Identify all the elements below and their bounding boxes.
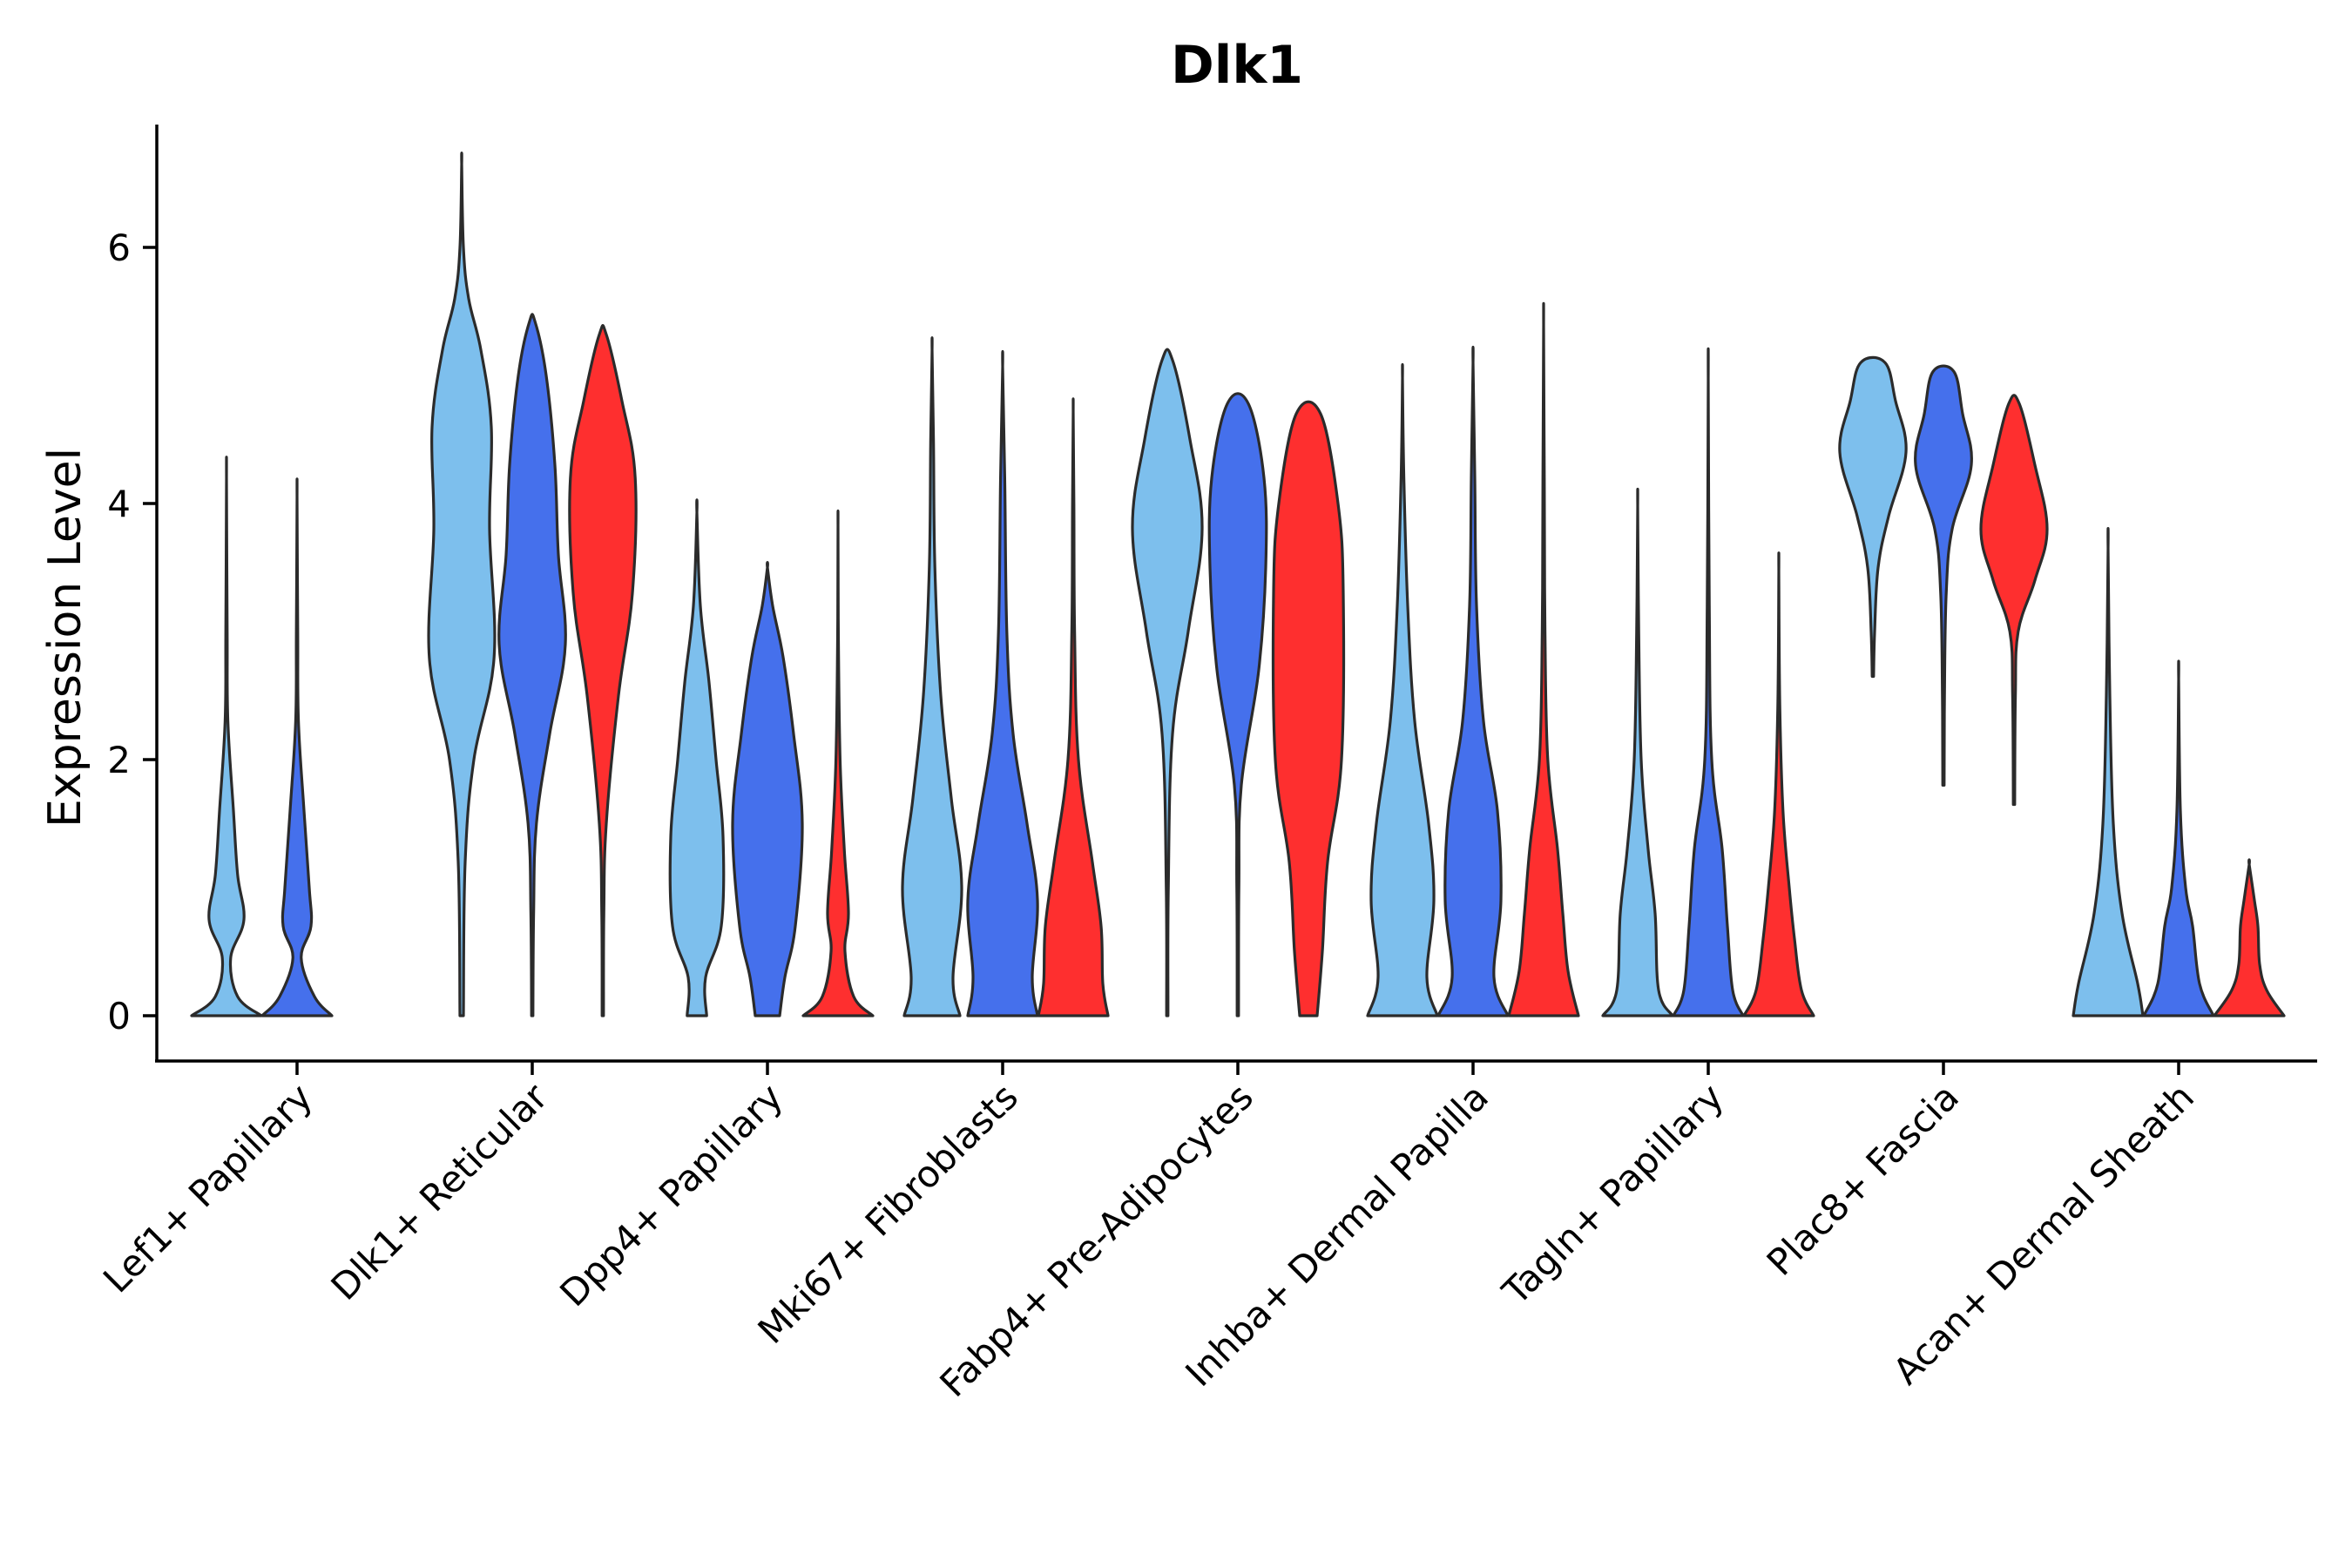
x-tick-label: Dpp4+ Papillary: [551, 1075, 791, 1315]
violin-6-2: [1742, 551, 1815, 1017]
violin-2-0: [668, 498, 726, 1017]
violin-layer: [190, 151, 2286, 1017]
y-tick-label: 6: [107, 226, 131, 269]
violin-2-1: [731, 560, 804, 1017]
y-ticks: 0 2 4 6: [107, 226, 157, 1037]
violin-7-2: [1979, 394, 2049, 807]
violin-3-1: [966, 349, 1039, 1017]
violin-7-0: [1838, 355, 1908, 679]
violin-4-2: [1271, 400, 1346, 1017]
violin-8-2: [2213, 858, 2286, 1017]
violin-5-1: [1436, 345, 1510, 1017]
violin-0-0: [190, 456, 263, 1017]
violin-3-2: [1037, 397, 1110, 1017]
violin-1-2: [568, 324, 638, 1017]
y-tick-label: 0: [107, 995, 131, 1037]
violin-7-1: [1914, 364, 1973, 787]
x-tick-label: Mki67+ Fibroblasts: [750, 1075, 1026, 1351]
violin-6-0: [1601, 487, 1674, 1017]
x-tick-label: Tagln+ Papillary: [1494, 1075, 1732, 1313]
violin-8-1: [2142, 659, 2215, 1017]
violin-8-0: [2072, 527, 2145, 1017]
violin-5-2: [1507, 301, 1580, 1017]
y-tick-label: 2: [107, 739, 131, 781]
violin-0-1: [260, 477, 334, 1017]
violin-3-0: [901, 336, 963, 1017]
violin-4-1: [1207, 392, 1268, 1017]
chart-title: Dlk1: [1171, 35, 1303, 96]
y-tick-label: 4: [107, 483, 131, 525]
violin-6-1: [1672, 347, 1745, 1017]
y-axis-label: Expression Level: [39, 448, 91, 828]
violin-1-1: [497, 313, 567, 1017]
x-tick-label: Plac8+ Fascia: [1759, 1075, 1967, 1283]
x-tick-label: Lef1+ Papillary: [95, 1075, 321, 1301]
violin-1-0: [427, 151, 497, 1017]
violin-4-0: [1131, 348, 1204, 1017]
violin-5-0: [1366, 362, 1439, 1017]
violin-2-2: [801, 509, 875, 1017]
x-tick-label: Dlk1+ Reticular: [323, 1075, 557, 1308]
